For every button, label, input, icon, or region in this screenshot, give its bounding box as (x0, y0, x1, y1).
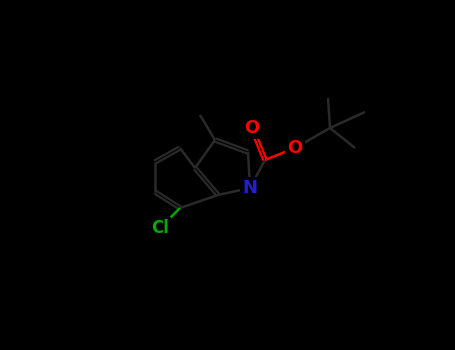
Text: O: O (288, 139, 303, 157)
Text: O: O (244, 119, 260, 137)
Text: N: N (243, 179, 258, 197)
Text: Cl: Cl (151, 219, 169, 237)
